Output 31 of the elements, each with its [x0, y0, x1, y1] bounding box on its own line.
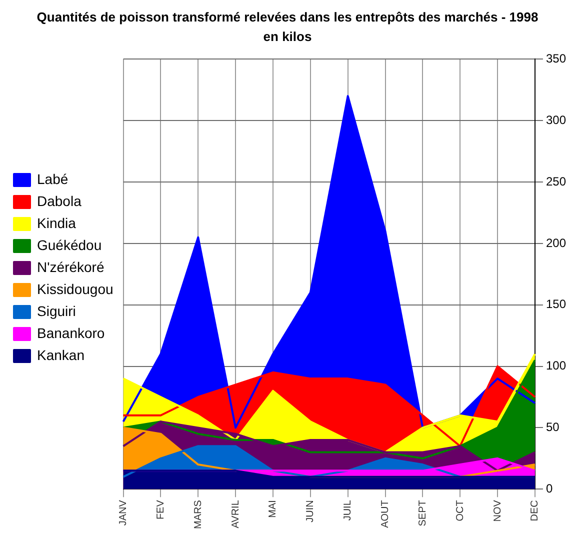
- x-tick-label: SEPT: [417, 500, 428, 526]
- y-tick-label: 350: [546, 52, 566, 66]
- chart-subtitle: en kilos: [263, 28, 312, 44]
- legend-label: Labé: [37, 170, 68, 187]
- y-tick-label: 50: [546, 420, 560, 434]
- y-tick-label: 300: [546, 112, 566, 127]
- x-tick-label: DEC: [530, 500, 541, 522]
- x-tick-label: MARS: [192, 500, 204, 530]
- legend-label: Guékédou: [37, 236, 102, 253]
- x-tick-label: JANV: [118, 500, 130, 526]
- x-tick-label: AOUT: [380, 500, 392, 528]
- chart-title: Quantités de poisson transformé relevées dans les entrepôts des marchés - 1998: [36, 9, 538, 24]
- x-tick-label: NOV: [492, 500, 504, 522]
- y-tick-label: 150: [546, 297, 566, 312]
- legend-label: Siguiri: [37, 302, 76, 319]
- legend-label: N'zérékoré: [37, 258, 104, 275]
- legend-label: Kindia: [37, 214, 76, 231]
- x-tick-label: JUIL: [342, 500, 354, 521]
- y-tick-label: 250: [546, 174, 566, 188]
- x-tick-label: JUIN: [305, 500, 316, 522]
- legend-label: Kankan: [37, 346, 84, 363]
- x-tick-label: MAI: [268, 500, 279, 518]
- y-tick-label: 0: [546, 481, 553, 496]
- y-tick-label: 200: [546, 236, 566, 250]
- x-tick-label: FEV: [155, 500, 166, 520]
- y-tick-label: 100: [546, 358, 566, 373]
- legend-label: Banankoro: [37, 324, 105, 341]
- x-tick-label: AVRIL: [230, 500, 242, 528]
- x-tick-label: OCT: [454, 500, 466, 522]
- legend-label: Dabola: [37, 192, 82, 209]
- legend-label: Kissidougou: [37, 280, 114, 297]
